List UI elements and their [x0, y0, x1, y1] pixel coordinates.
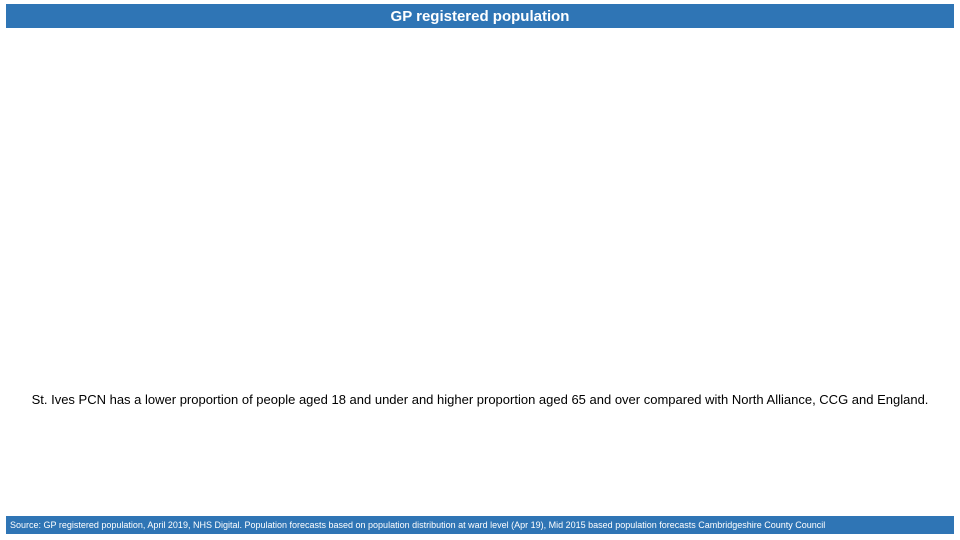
- slide: GP registered population St. Ives PCN ha…: [0, 0, 960, 540]
- source-text: Source: GP registered population, April …: [10, 520, 825, 530]
- body-paragraph: St. Ives PCN has a lower proportion of p…: [32, 392, 929, 407]
- page-title: GP registered population: [391, 8, 570, 25]
- title-bar: GP registered population: [6, 4, 954, 28]
- source-bar: Source: GP registered population, April …: [6, 516, 954, 534]
- body-text: St. Ives PCN has a lower proportion of p…: [24, 392, 936, 408]
